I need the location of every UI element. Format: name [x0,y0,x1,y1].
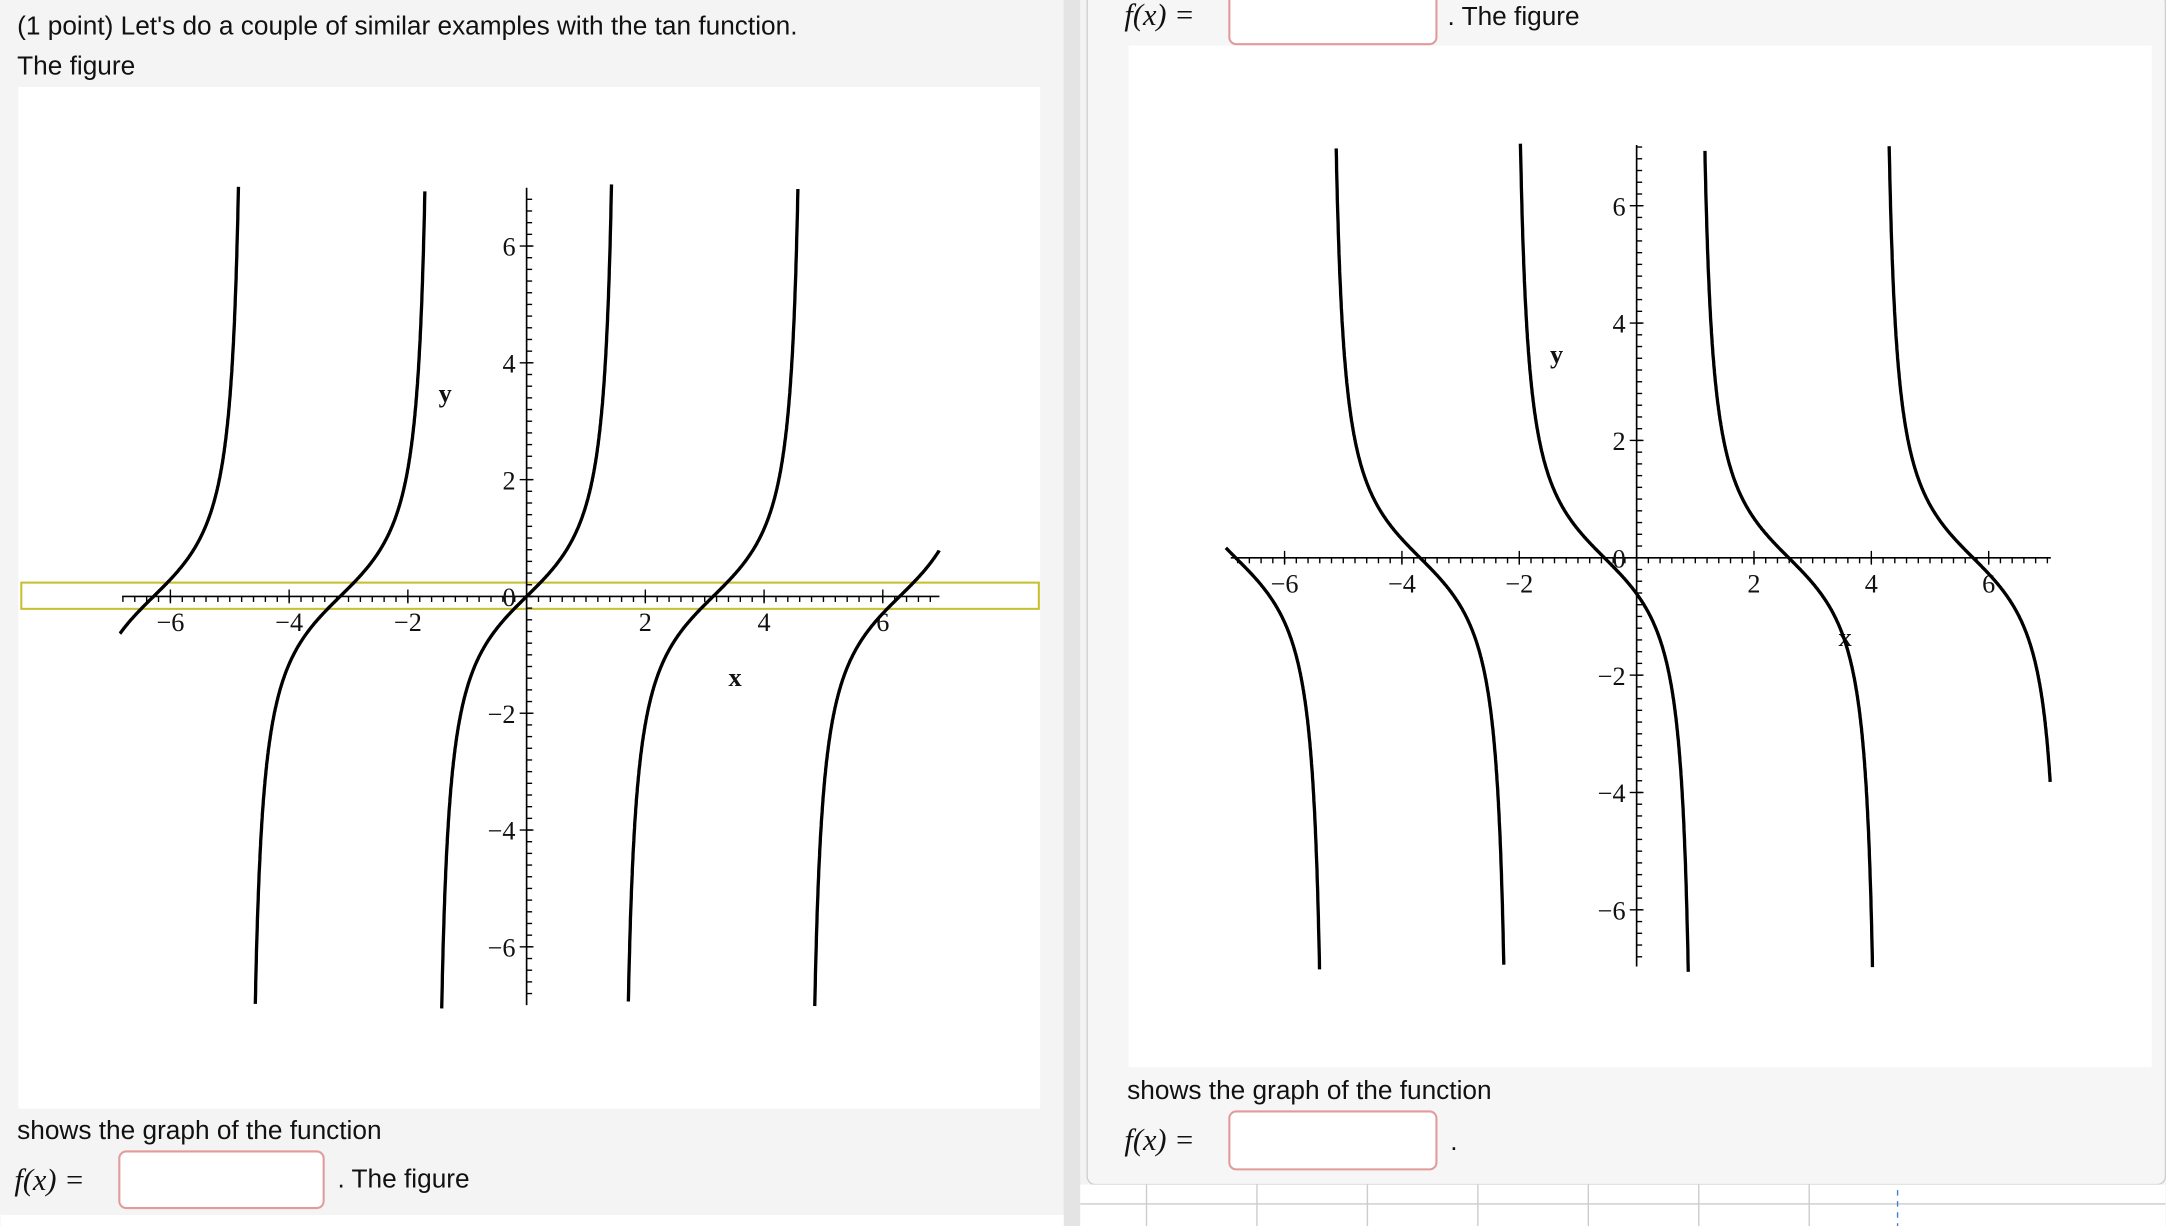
y-tick-label: 6 [502,233,515,262]
y-tick-label: 4 [1612,310,1625,339]
y-tick-label: 4 [502,349,515,378]
spreadsheet-strip [1080,1184,2166,1226]
y-tick-label: −2 [488,700,516,729]
bottom-strip [0,1214,1064,1226]
x-axis-label: x [729,663,742,692]
y-tick-label: −4 [1598,779,1626,808]
x-tick-label: 2 [639,608,652,637]
y-tick-label: 6 [1612,192,1625,221]
y-tick-label: 0 [502,583,515,612]
x-tick-label: −4 [1388,569,1416,598]
intro-text: (1 point) Let's do a couple of similar e… [17,11,797,41]
x-tick-label: 4 [758,608,771,637]
answer-label: f(x) = [14,1163,84,1197]
y-tick-label: −4 [488,817,516,846]
y-tick-label: −2 [1598,662,1626,691]
caption: shows the graph of the function [1127,1075,1491,1105]
figure-lead: The figure [17,51,135,81]
answer-label: f(x) = [1124,1123,1194,1157]
x-tick-label: −4 [275,608,303,637]
x-tick-label: −2 [1505,569,1533,598]
top-answer-input[interactable] [1228,0,1438,46]
y-tick-label: −6 [1598,897,1626,926]
figure-area [18,86,1041,1109]
y-axis-label: y [1550,340,1563,369]
y-tick-label: 2 [1612,427,1625,456]
y-tick-label: 0 [1612,544,1625,573]
curve [118,184,941,1009]
x-tick-label: −2 [394,608,422,637]
curve [1224,143,2052,972]
highlight-box [20,581,1040,610]
next-lead: . The figure [337,1163,469,1193]
y-tick-label: 2 [502,466,515,495]
x-tick-label: 4 [1865,569,1878,598]
end-period: . [1450,1126,1457,1156]
figure-area [1128,45,2152,1068]
y-axis-label: y [439,379,452,408]
y-tick-label: −6 [488,934,516,963]
x-tick-label: −6 [1271,569,1299,598]
top-answer-label: f(x) = [1124,0,1194,32]
answer-input[interactable] [1228,1110,1438,1171]
x-tick-label: −6 [156,608,184,637]
answer-input[interactable] [118,1150,325,1210]
x-tick-label: 2 [1747,569,1760,598]
top-next-lead: . The figure [1447,1,1579,31]
divider [1063,0,1081,1226]
caption: shows the graph of the function [17,1115,381,1145]
